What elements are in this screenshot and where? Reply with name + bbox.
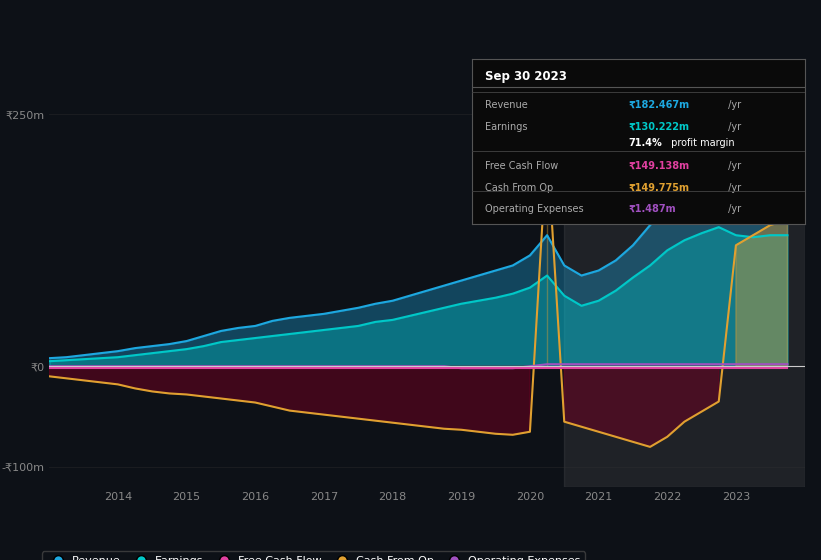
Text: /yr: /yr	[725, 122, 741, 132]
Bar	[564, 84, 805, 487]
Text: Revenue: Revenue	[485, 100, 528, 110]
Legend: Revenue, Earnings, Free Cash Flow, Cash From Op, Operating Expenses: Revenue, Earnings, Free Cash Flow, Cash …	[42, 552, 585, 560]
Text: Operating Expenses: Operating Expenses	[485, 204, 584, 214]
Text: Sep 30 2023: Sep 30 2023	[485, 71, 567, 83]
Text: 71.4%: 71.4%	[628, 138, 662, 148]
Text: Earnings: Earnings	[485, 122, 528, 132]
Text: ₹130.222m: ₹130.222m	[628, 122, 690, 132]
Text: profit margin: profit margin	[668, 138, 735, 148]
Text: /yr: /yr	[725, 204, 741, 214]
Text: /yr: /yr	[725, 183, 741, 193]
Text: ₹1.487m: ₹1.487m	[628, 204, 676, 214]
Text: /yr: /yr	[725, 161, 741, 171]
Text: ₹182.467m: ₹182.467m	[628, 100, 690, 110]
Text: Cash From Op: Cash From Op	[485, 183, 553, 193]
Text: ₹149.138m: ₹149.138m	[628, 161, 690, 171]
Text: /yr: /yr	[725, 100, 741, 110]
Text: ₹149.775m: ₹149.775m	[628, 183, 690, 193]
Text: Free Cash Flow: Free Cash Flow	[485, 161, 558, 171]
